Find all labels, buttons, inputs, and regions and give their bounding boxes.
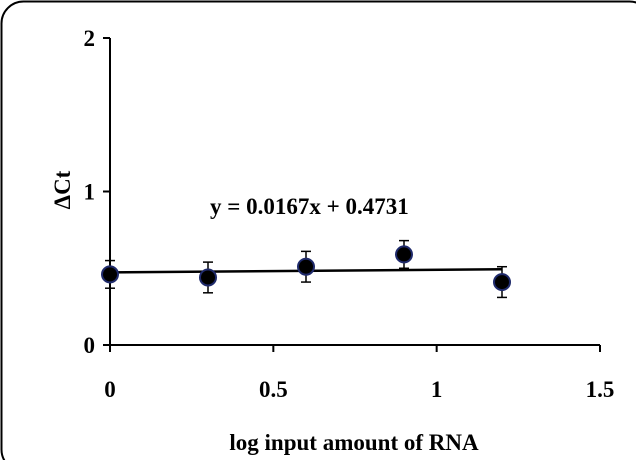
- x-tick-label: 0.5: [259, 377, 288, 402]
- data-point: [199, 268, 217, 287]
- y-tick-label: 2: [84, 26, 96, 51]
- data-point: [297, 257, 315, 276]
- data-point: [101, 265, 119, 284]
- data-point: [493, 273, 511, 292]
- axes: [103, 37, 601, 352]
- y-axis-title: ΔCt: [50, 170, 75, 209]
- x-axis-title: log input amount of RNA: [229, 430, 479, 455]
- y-tick-label: 0: [84, 333, 96, 358]
- tick-labels: 0 1 2 0 0.5 1 1.5: [84, 26, 615, 402]
- data-point: [395, 245, 413, 264]
- x-tick-label: 1.5: [586, 377, 615, 402]
- data-points: [101, 245, 511, 292]
- x-tick-label: 0: [104, 377, 116, 402]
- trendline-equation: y = 0.0167x + 0.4731: [210, 194, 409, 219]
- x-tick-label: 1: [431, 377, 443, 402]
- y-tick-label: 1: [84, 180, 96, 205]
